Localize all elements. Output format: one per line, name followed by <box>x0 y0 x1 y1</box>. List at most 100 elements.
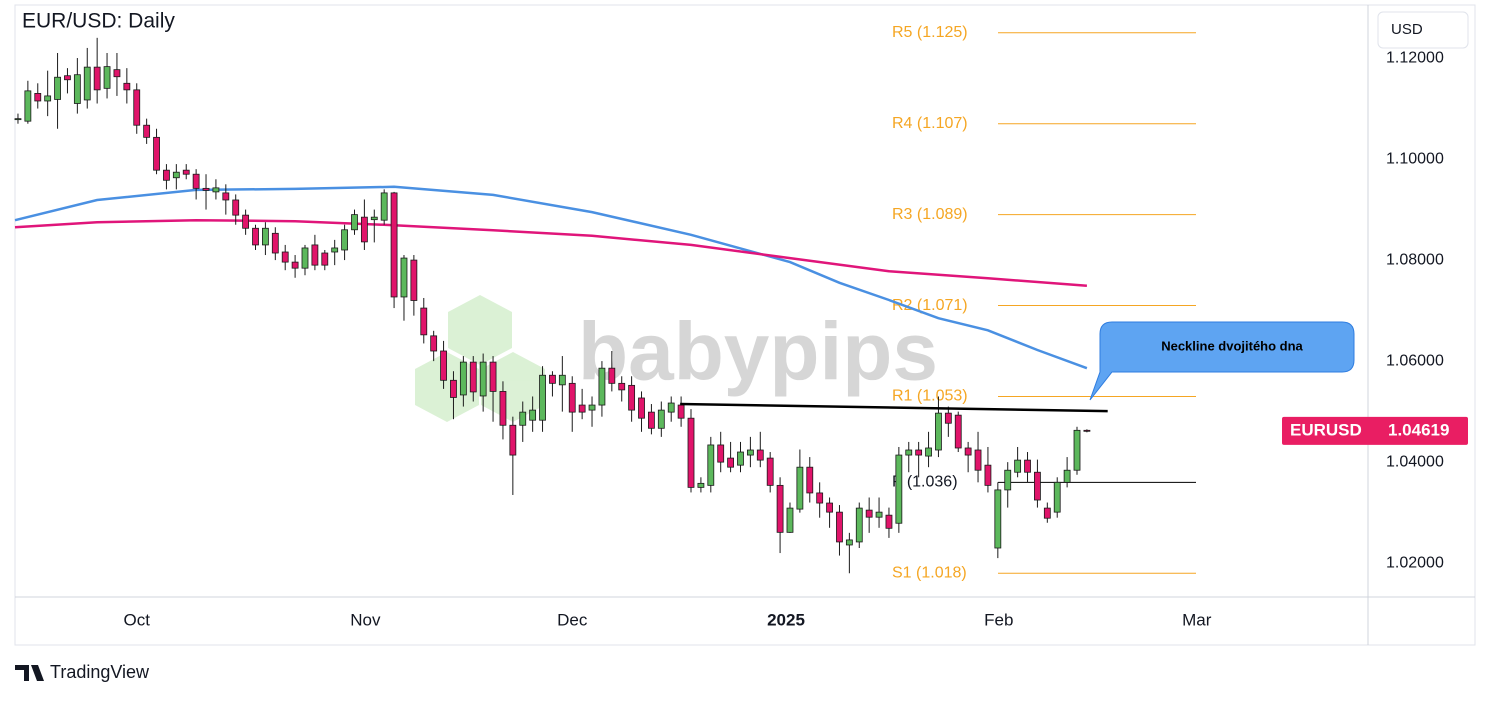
candle-body <box>143 124 151 138</box>
candle-body <box>489 361 497 392</box>
candle-body <box>727 457 734 468</box>
currency-button[interactable] <box>1377 11 1469 49</box>
candle-body <box>895 454 903 524</box>
candle-body <box>1004 469 1012 491</box>
candle-body <box>865 509 873 518</box>
candle-body <box>172 171 180 179</box>
candle-body <box>113 69 121 78</box>
candle-body <box>766 457 774 486</box>
candle-body <box>83 66 91 101</box>
x-tick-label: Nov <box>350 610 381 629</box>
callout-box <box>1089 321 1355 401</box>
brand-name: TradingView <box>50 662 150 682</box>
candle-body <box>351 214 358 231</box>
last-price-symbol: EURUSD <box>1290 420 1362 439</box>
last-price-badge <box>1282 416 1468 445</box>
chart-title: EUR/USD: Daily <box>22 10 175 33</box>
watermark: babypips <box>578 307 938 398</box>
candle-body <box>707 444 715 486</box>
candle-body <box>905 449 913 456</box>
candle-body <box>628 384 636 411</box>
last-price-value: 1.04619 <box>1388 420 1449 439</box>
candle-body <box>311 244 319 266</box>
candle-body <box>1073 429 1081 471</box>
pivot-label: R3 (1.089) <box>892 206 968 223</box>
currency-label[interactable]: USD <box>1391 21 1423 38</box>
candle-body <box>321 252 329 266</box>
candle-body <box>845 539 853 546</box>
pivot-label: S1 (1.018) <box>892 564 967 581</box>
candle-body <box>1083 429 1091 432</box>
candle-body <box>182 169 190 175</box>
candle-body <box>331 247 339 253</box>
candle-body <box>816 492 824 504</box>
candle-body <box>1024 459 1031 473</box>
candle-body <box>202 187 210 191</box>
candle-body <box>262 227 269 246</box>
candle-body <box>400 257 408 298</box>
candle-body <box>519 411 527 426</box>
pivot-label: R1 (1.053) <box>892 388 968 405</box>
candle-body <box>776 484 784 533</box>
logo-hex <box>448 295 512 365</box>
candle-body <box>717 444 725 463</box>
candle-body <box>410 259 418 301</box>
candle-body <box>915 449 923 456</box>
candle-body <box>974 449 982 471</box>
candle-body <box>499 391 507 426</box>
candle-body <box>1043 507 1051 519</box>
candle-body <box>14 118 22 121</box>
neckline <box>680 402 1108 413</box>
y-tick-label: 1.06000 <box>1386 352 1444 369</box>
candle-body <box>54 76 61 100</box>
candle-body <box>608 367 616 384</box>
candle-body <box>578 404 586 413</box>
candle-body <box>370 216 378 221</box>
candle-body <box>24 90 32 122</box>
candle-body <box>271 232 279 254</box>
candle-body <box>64 75 71 81</box>
candle-body <box>746 449 754 456</box>
candle-body <box>984 464 992 486</box>
candle-body <box>390 192 398 298</box>
candle-body <box>885 514 893 529</box>
candle-body <box>430 335 438 352</box>
candle-body <box>677 404 685 419</box>
candle-body <box>1014 459 1022 473</box>
candle-body <box>469 361 477 393</box>
candle-body <box>786 507 794 533</box>
candle-body <box>568 382 576 413</box>
candle-body <box>93 66 101 91</box>
candle-body <box>509 424 517 456</box>
x-tick-label: 2025 <box>767 610 805 629</box>
candle-body <box>1053 481 1061 513</box>
candle-body <box>192 173 200 189</box>
y-tick-label: 1.10000 <box>1386 150 1444 167</box>
x-tick-label: Mar <box>1182 610 1212 629</box>
candle-body <box>944 412 952 424</box>
candle-body <box>1034 471 1041 501</box>
candle-body <box>301 247 309 269</box>
candle-body <box>73 74 81 104</box>
x-tick-label: Dec <box>557 610 588 629</box>
pivot-label: R5 (1.125) <box>892 24 968 41</box>
candle-body <box>994 489 1002 549</box>
y-tick-label: 1.12000 <box>1386 49 1444 66</box>
candle-body <box>588 404 596 411</box>
pivot-label: R4 (1.107) <box>892 115 968 132</box>
candle-body <box>756 449 764 461</box>
candle-body <box>153 136 160 171</box>
candle-body <box>420 307 428 336</box>
candle-body <box>925 447 932 457</box>
candle-body <box>796 466 804 510</box>
candle-body <box>697 482 705 488</box>
y-tick-label: 1.08000 <box>1386 251 1444 268</box>
candle-body <box>360 216 368 243</box>
candle-body <box>687 417 695 488</box>
candle-body <box>954 414 962 449</box>
candle-body <box>44 95 52 102</box>
candle-body <box>529 409 537 421</box>
candle-body <box>450 379 457 398</box>
